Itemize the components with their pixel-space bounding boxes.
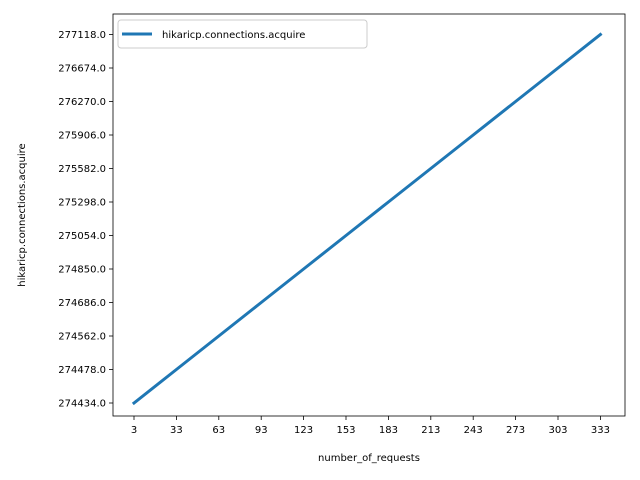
- y-tick-label: 275906.0: [58, 131, 106, 142]
- y-tick-label: 275582.0: [58, 164, 106, 175]
- y-tick-label: 274434.0: [58, 399, 106, 410]
- y-tick-label: 275298.0: [58, 198, 106, 209]
- y-tick-label: 277118.0: [58, 30, 106, 41]
- x-tick-label: 153: [336, 425, 355, 436]
- x-tick-label: 333: [591, 425, 610, 436]
- y-tick-label: 274850.0: [58, 265, 106, 276]
- x-tick-label: 303: [548, 425, 567, 436]
- y-tick-label: 274478.0: [58, 365, 106, 376]
- legend: hikaricp.connections.acquire: [117, 19, 368, 49]
- x-tick-label: 93: [255, 425, 268, 436]
- x-tick-label: 123: [294, 425, 313, 436]
- x-tick-label: 3: [131, 425, 137, 436]
- y-tick-label: 274686.0: [58, 298, 106, 309]
- y-tick-label: 276674.0: [58, 64, 106, 75]
- x-tick-label: 273: [506, 425, 525, 436]
- x-tick-label: 183: [379, 425, 398, 436]
- x-tick-label: 243: [464, 425, 483, 436]
- x-axis-label: number_of_requests: [318, 453, 420, 464]
- y-tick-label: 275054.0: [58, 231, 106, 242]
- x-tick-label: 33: [170, 425, 183, 436]
- y-tick-label: 274562.0: [58, 332, 106, 343]
- series-layer: [131, 32, 603, 406]
- y-tick-label: 276270.0: [58, 97, 106, 108]
- series-line: [131, 32, 603, 406]
- axis-ticks: 3 33 63 93 123 153 183 213 243 273 303 333274434.02…: [58, 30, 610, 436]
- y-axis-label: hikaricp.connections.acquire: [17, 143, 28, 286]
- legend-box: [117, 19, 368, 49]
- x-tick-label: 63: [212, 425, 225, 436]
- legend-label: hikaricp.connections.acquire: [162, 30, 305, 41]
- x-tick-label: 213: [421, 425, 440, 436]
